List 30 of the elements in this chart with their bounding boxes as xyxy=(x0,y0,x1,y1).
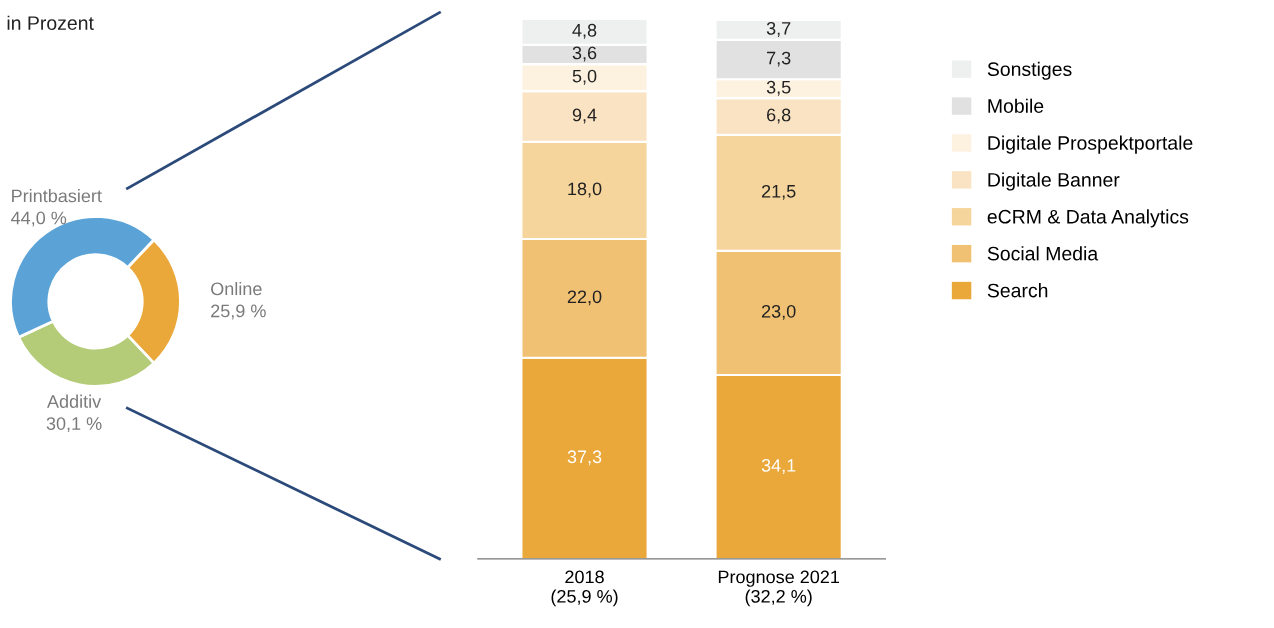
data-label: 3,6 xyxy=(572,46,597,62)
legend-label: Mobile xyxy=(988,98,1044,113)
legend-label: eCRM & Data Analytics xyxy=(987,209,1189,228)
legend-label: Search xyxy=(987,283,1048,298)
legend-label: Digitale Banner xyxy=(988,172,1120,191)
slice-label: Additiv xyxy=(47,394,102,408)
x-tick-label: 2018 (25,9 %) xyxy=(551,570,618,607)
data-label: 7,3 xyxy=(767,51,791,67)
data-label: 9,4 xyxy=(572,108,597,124)
data-label: 22,0 xyxy=(567,290,602,306)
legend-label: Sonstiges xyxy=(987,61,1072,80)
legend-label: Digitale Prospektportale xyxy=(988,135,1193,154)
data-label: 3,7 xyxy=(766,21,791,37)
chart-title: in Prozent xyxy=(7,15,94,30)
data-label: 37,3 xyxy=(567,450,602,466)
data-label: 4,8 xyxy=(572,23,597,39)
slice-label: Printbasiert xyxy=(12,189,102,203)
data-label: 21,5 xyxy=(762,184,796,200)
data-label: 44,0 % xyxy=(11,211,67,227)
legend-label: Social Media xyxy=(987,246,1099,261)
data-label: 30,1 % xyxy=(46,417,102,433)
data-label: 18,0 xyxy=(568,182,602,198)
x-tick-label: Prognose 2021 (32,2 %) xyxy=(718,570,840,607)
data-label: 6,8 xyxy=(767,108,791,124)
data-label: 3,5 xyxy=(766,80,791,96)
data-label: 5,0 xyxy=(572,69,597,85)
data-label: 23,0 xyxy=(762,304,796,320)
data-label: 34,1 xyxy=(761,458,796,474)
data-label: 25,9 % xyxy=(211,304,266,320)
slice-label: Online xyxy=(211,281,262,296)
